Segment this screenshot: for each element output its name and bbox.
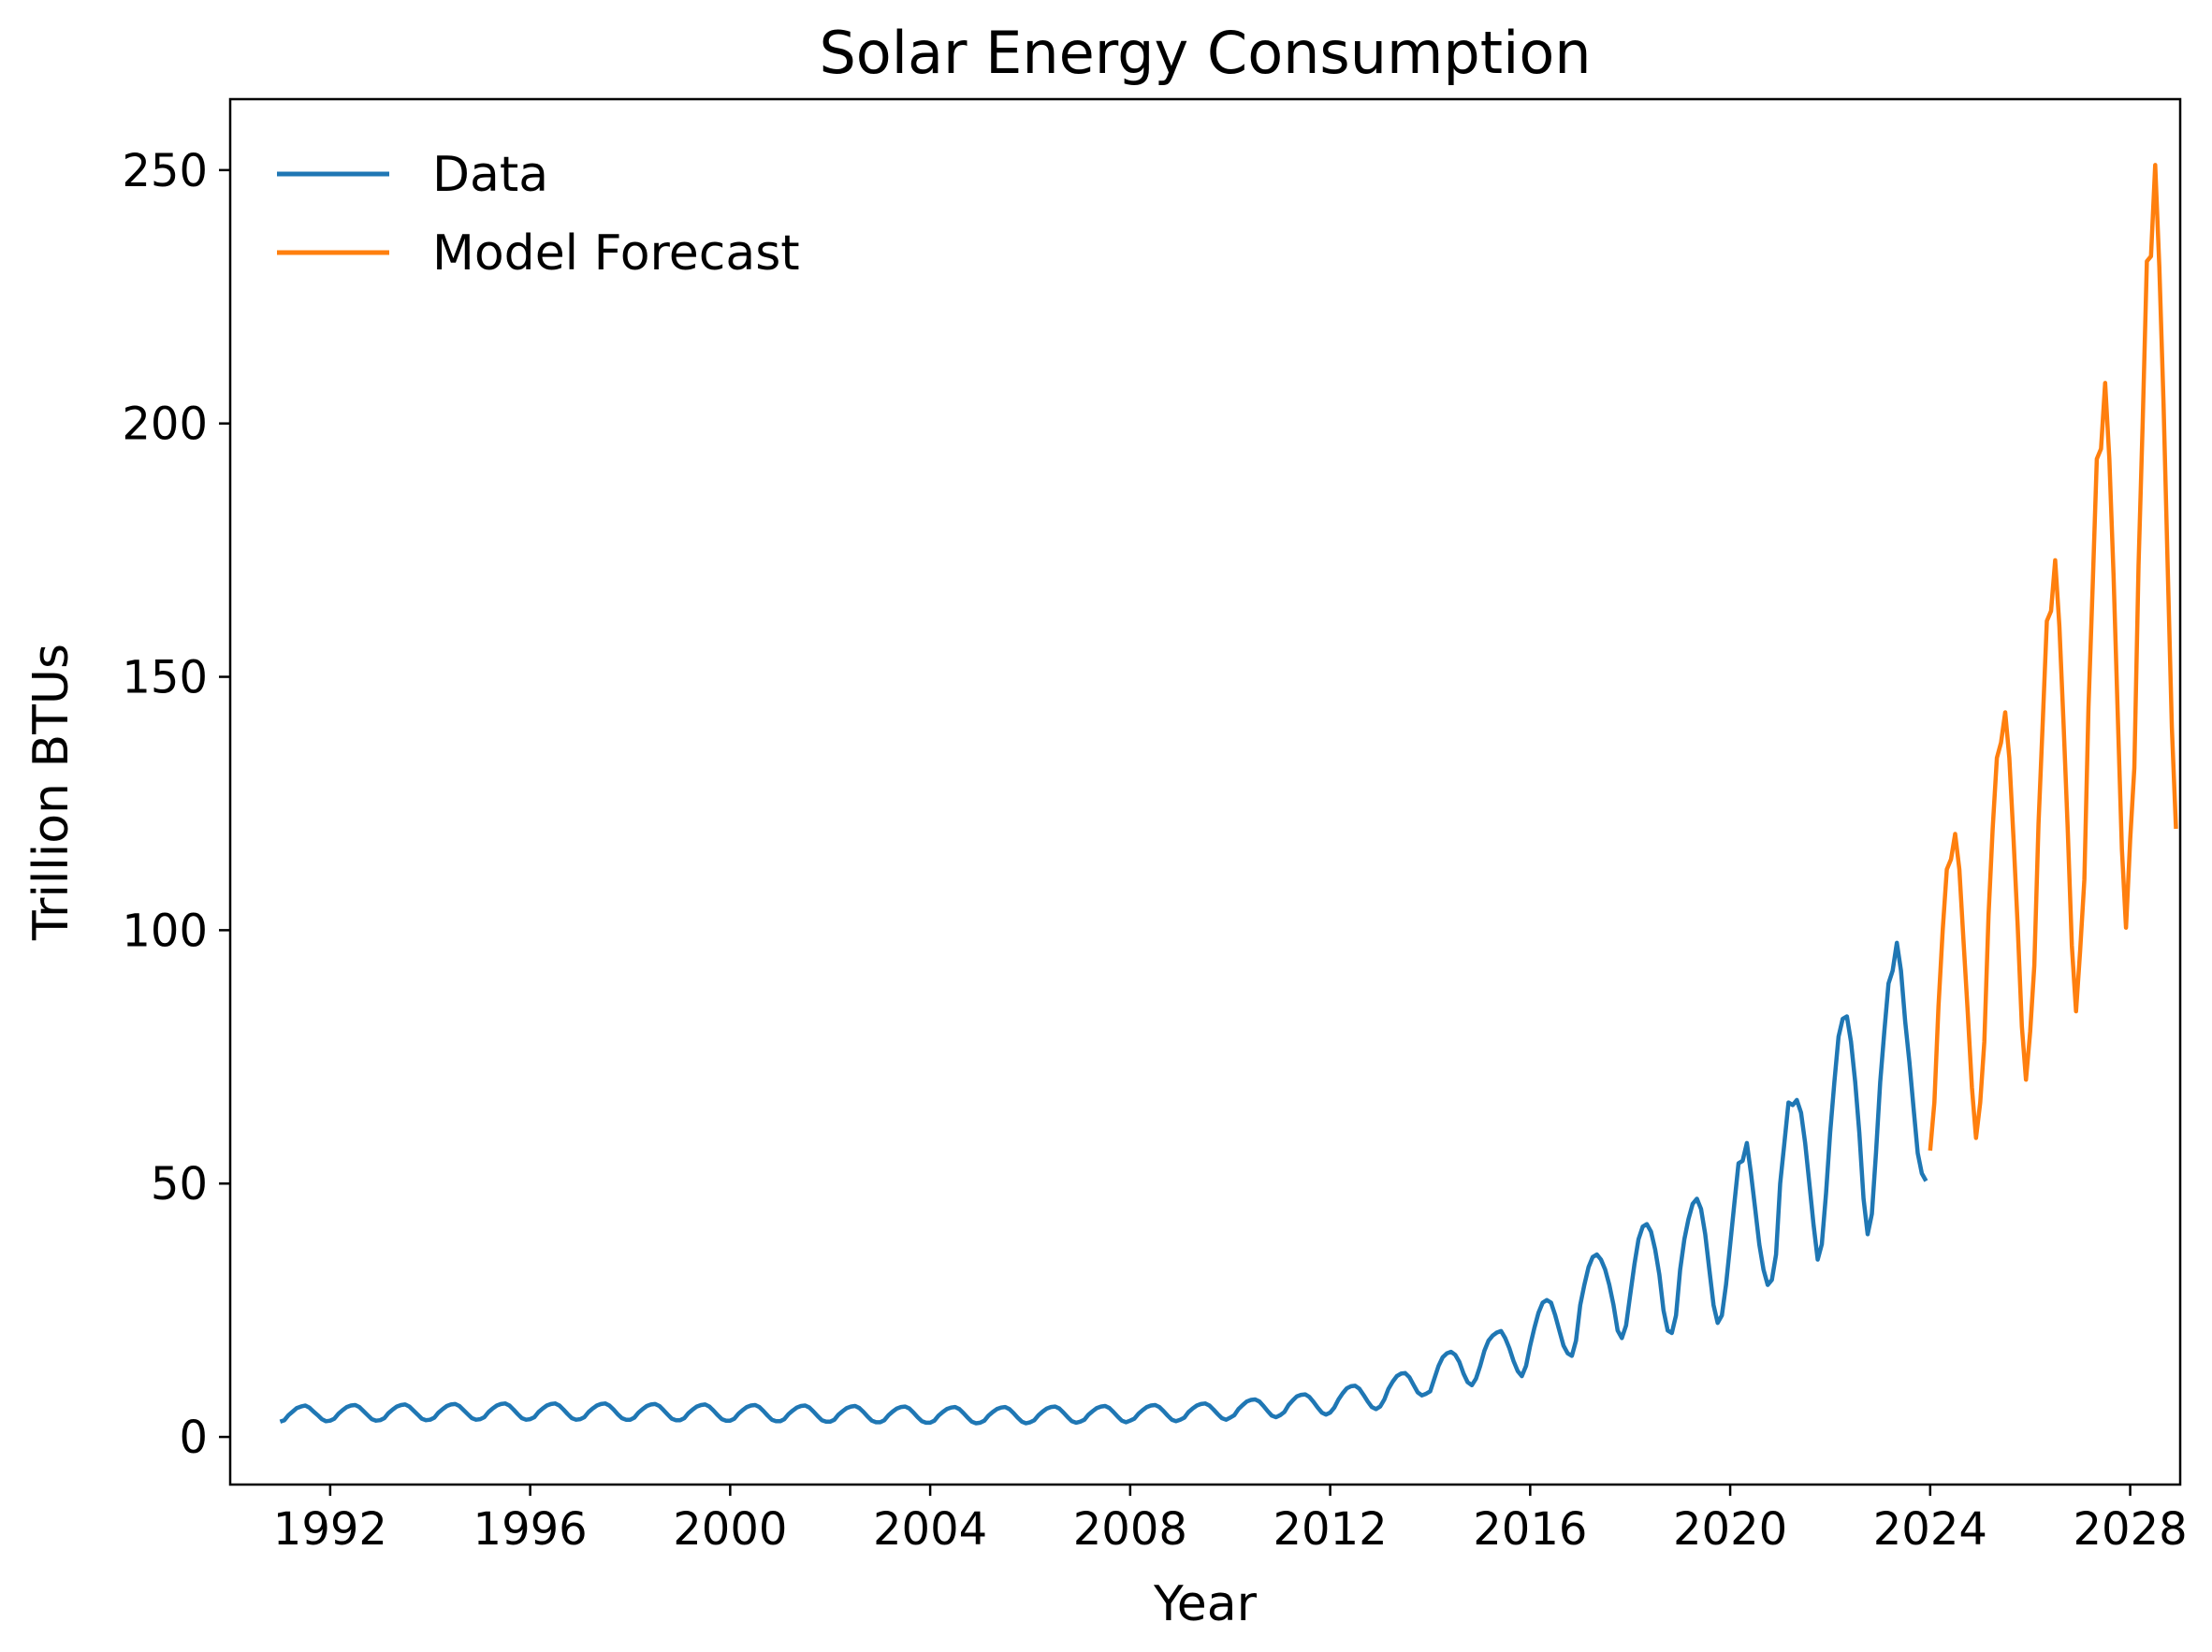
series-layer <box>279 163 2178 1426</box>
x-tick-label: 2000 <box>673 1503 787 1556</box>
x-tick-label: 2020 <box>1673 1503 1787 1556</box>
chart-title: Solar Energy Consumption <box>819 19 1591 87</box>
legend-label: Data <box>432 147 548 203</box>
x-axis-label: Year <box>1153 1576 1258 1632</box>
series-line-data <box>279 940 1928 1426</box>
y-tick-label: 50 <box>151 1158 208 1210</box>
y-axis-label: Trillion BTUs <box>23 644 80 941</box>
x-tick-label: 2028 <box>2073 1503 2187 1556</box>
y-tick-label: 250 <box>122 145 208 197</box>
y-tick-label: 0 <box>179 1412 208 1464</box>
y-axis-ticks: 0 50 100 150 200 250 <box>122 145 230 1464</box>
y-tick-label: 150 <box>122 652 208 704</box>
x-tick-label: 2012 <box>1273 1503 1388 1556</box>
x-tick-label: 2016 <box>1473 1503 1587 1556</box>
legend-label: Model Forecast <box>432 225 800 282</box>
y-tick-label: 200 <box>122 399 208 451</box>
series-line-model-forecast <box>1928 163 2178 1152</box>
x-tick-label: 1996 <box>473 1503 588 1556</box>
x-tick-label: 2004 <box>873 1503 987 1556</box>
x-tick-label: 2024 <box>1873 1503 1987 1556</box>
x-tick-label: 1992 <box>273 1503 387 1556</box>
y-tick-label: 100 <box>122 905 208 957</box>
x-tick-label: 2008 <box>1073 1503 1187 1556</box>
plot-area <box>228 97 2182 1486</box>
legend: Data Model Forecast <box>277 147 800 282</box>
x-axis-ticks: 1992 1996 2000 2004 2008 2012 2016 2020 2024 2028 <box>273 1485 2188 1556</box>
